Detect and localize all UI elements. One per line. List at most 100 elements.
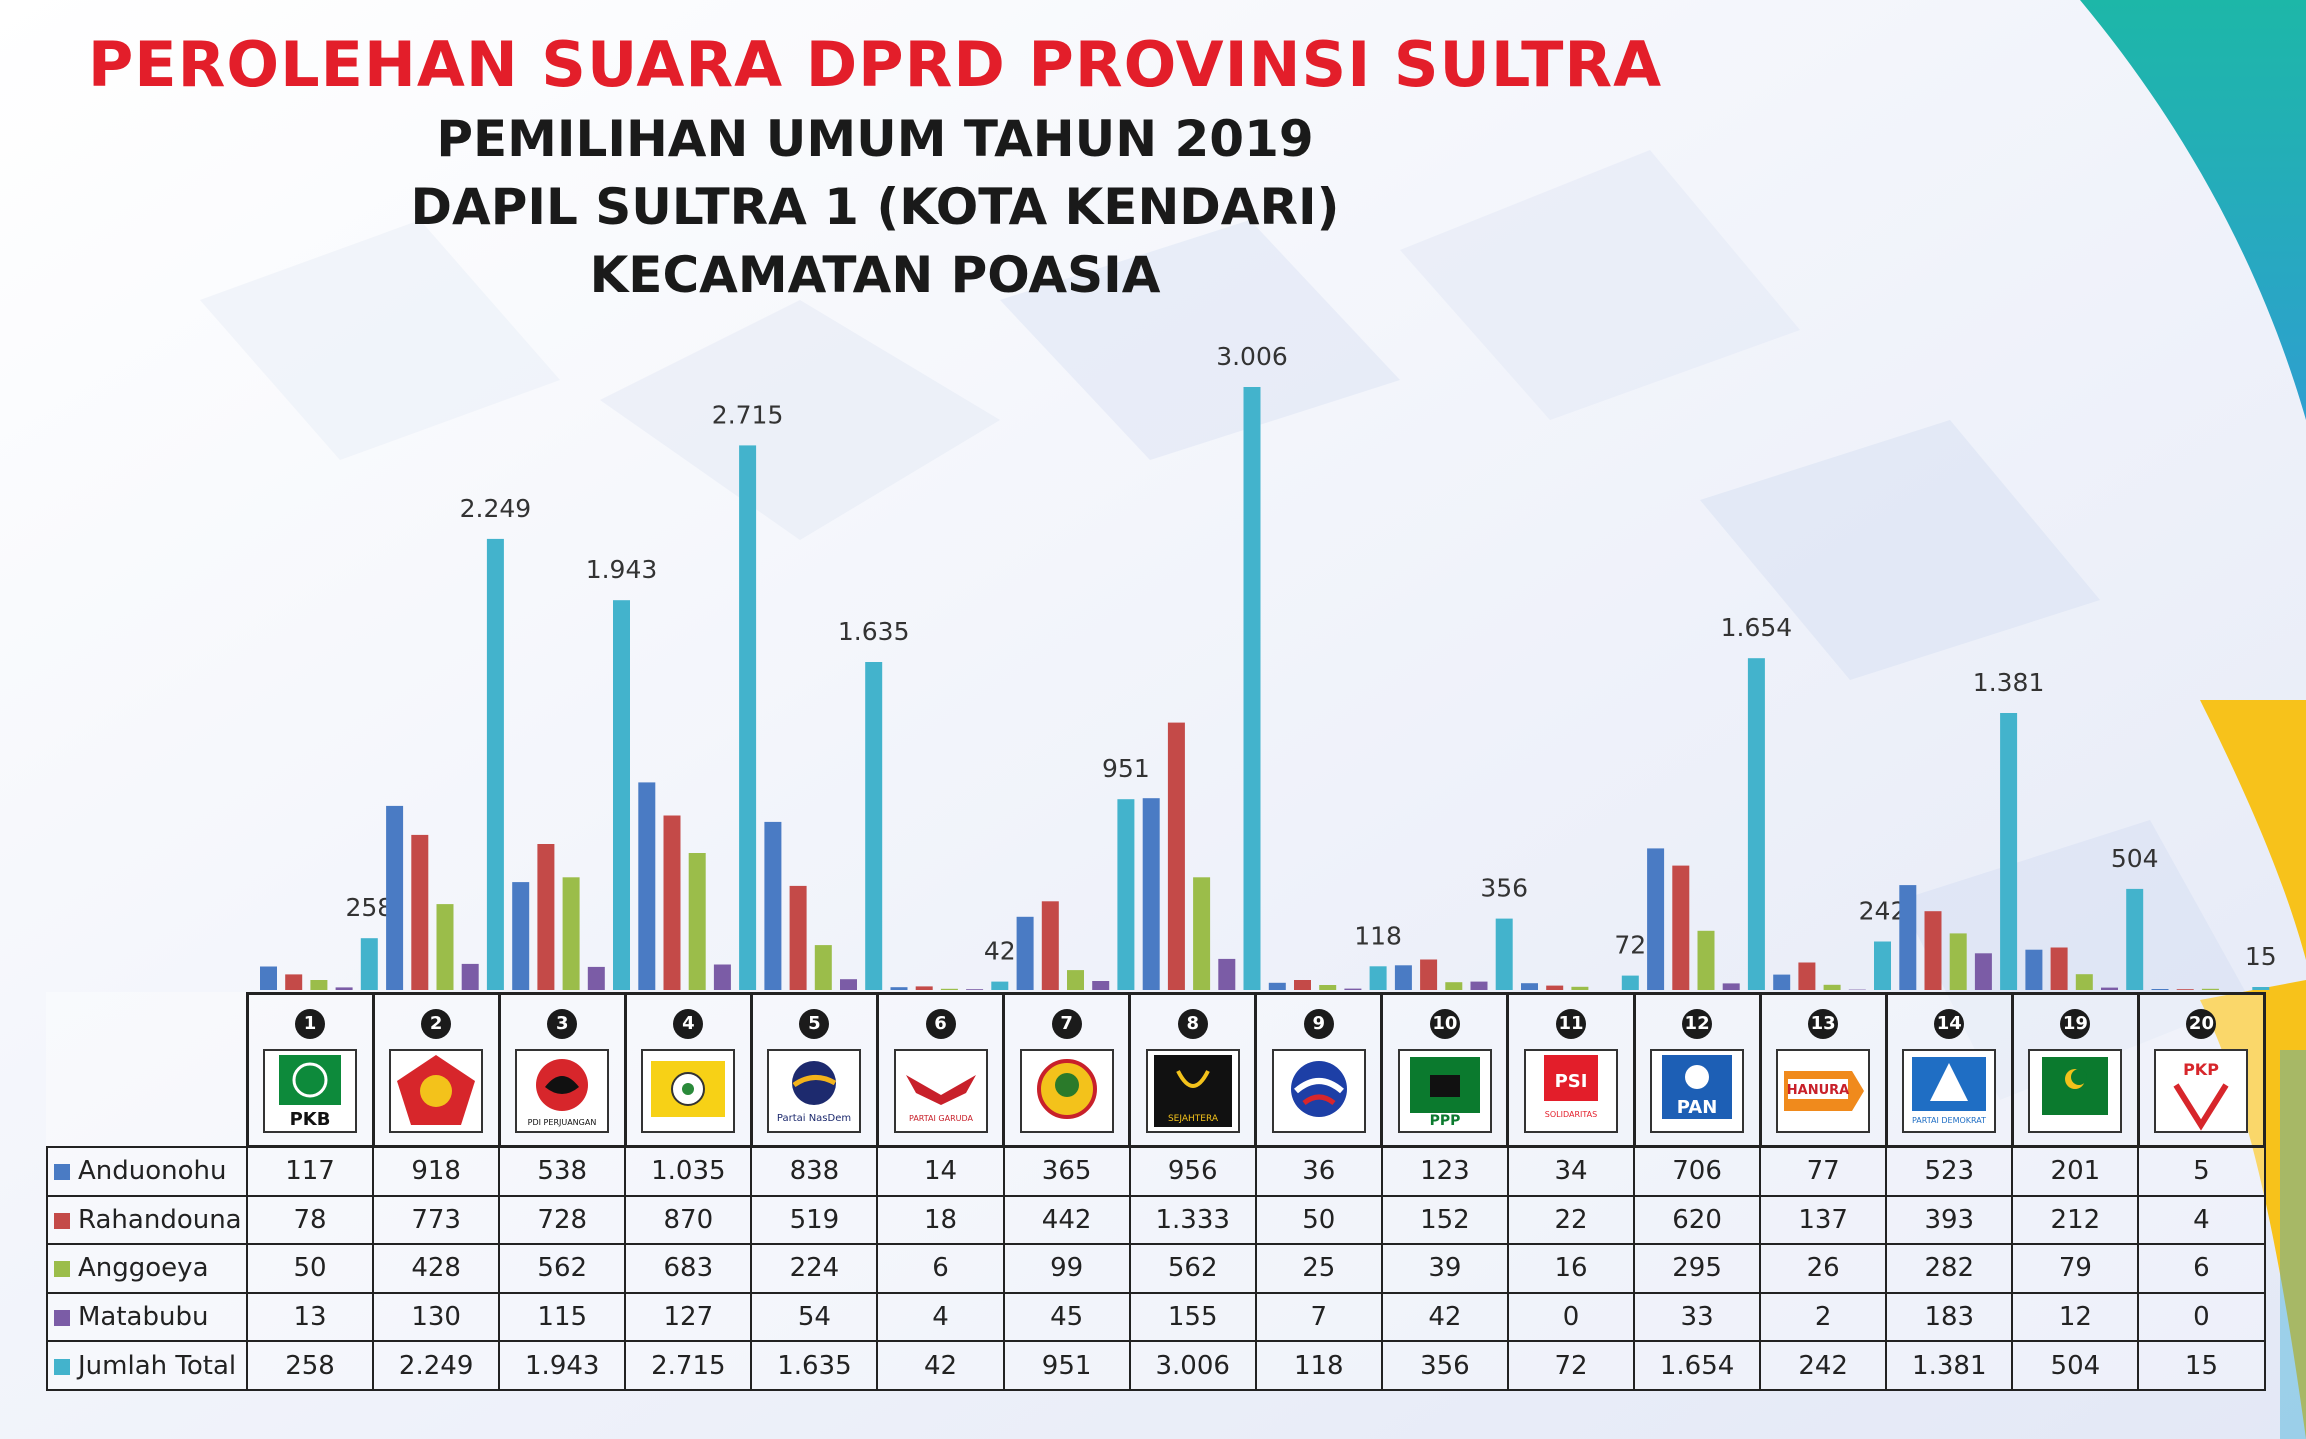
pan-logo-icon: PAN xyxy=(1650,1049,1745,1133)
bar-anduonohu-1 xyxy=(260,966,277,990)
bar-anduonohu-19 xyxy=(2025,949,2043,990)
bar-matabubu-5 xyxy=(840,979,857,990)
data-label-total-7: 951 xyxy=(1102,754,1150,783)
legend-label: Matabubu xyxy=(78,1302,209,1333)
bar-anggoeya-11 xyxy=(1571,986,1589,990)
table-cell: 1.333 xyxy=(1128,1194,1257,1246)
table-corner xyxy=(47,994,247,1147)
bar-anggoeya-13 xyxy=(1823,984,1841,990)
svg-text:HANURA: HANURA xyxy=(1787,1083,1849,1098)
table-cell: 1.035 xyxy=(624,1145,753,1197)
perindo-logo-icon xyxy=(1271,1049,1366,1133)
golkar-logo-icon xyxy=(641,1049,736,1133)
bar-rahandouna-5 xyxy=(789,885,807,990)
bar-rahandouna-1 xyxy=(285,974,303,990)
hanura-logo-icon: HANURA xyxy=(1776,1049,1871,1133)
table-cell: 428 xyxy=(372,1243,501,1294)
table-row: Jumlah Total 258 2.249 1.943 2.715 1.635 42 951… xyxy=(46,1340,2266,1391)
bar-jumlah-total-14 xyxy=(2000,713,2018,990)
party-number-badge: 11 xyxy=(1555,1009,1586,1039)
party-number-badge: 6 xyxy=(925,1009,956,1039)
row-label: Matabubu xyxy=(46,1291,248,1343)
bar-anduonohu-2 xyxy=(386,805,404,990)
svg-text:PAN: PAN xyxy=(1677,1097,1718,1118)
legend-swatch xyxy=(54,1358,70,1375)
bar-matabubu-10 xyxy=(1470,981,1488,990)
table-cell: 54 xyxy=(750,1291,879,1343)
table-cell: 442 xyxy=(1002,1194,1131,1246)
party-header-10: 10 PPP xyxy=(1380,992,1510,1148)
table-cell: 242 xyxy=(1759,1340,1888,1391)
svg-text:PARTAI DEMOKRAT: PARTAI DEMOKRAT xyxy=(1912,1116,1986,1125)
table-cell: 7 xyxy=(1254,1291,1383,1343)
legend-label: Anduonohu xyxy=(78,1156,227,1187)
data-table: 1 PKB 2 3 PDI PERJUANGAN 4 5 Partai NasDem 6 PART… xyxy=(46,992,2267,1391)
table-cell: 99 xyxy=(1002,1243,1131,1294)
ppp-logo-icon: PPP xyxy=(1397,1049,1492,1133)
data-label-total-5: 1.635 xyxy=(838,617,910,646)
table-cell: 50 xyxy=(1254,1194,1383,1246)
main-title: PEROLEHAN SUARA DPRD PROVINSI SULTRA xyxy=(87,28,1663,101)
table-cell: 12 xyxy=(2011,1291,2140,1343)
svg-text:SEJAHTERA: SEJAHTERA xyxy=(1168,1114,1219,1124)
bar-anduonohu-20 xyxy=(2151,989,2169,990)
table-cell: 956 xyxy=(1128,1145,1257,1197)
bar-anggoeya-20 xyxy=(2201,988,2219,990)
party-number-badge: 3 xyxy=(547,1009,578,1039)
bar-rahandouna-11 xyxy=(1546,985,1564,990)
party-number-badge: 14 xyxy=(1934,1009,1965,1039)
table-row: Anggoeya 50 428 562 683 224 6 99 562 25 39 16 295 26 2… xyxy=(46,1243,2266,1294)
bar-anggoeya-8 xyxy=(1193,877,1211,990)
bar-matabubu-7 xyxy=(1092,981,1110,990)
legend-swatch xyxy=(54,1212,70,1229)
bar-anduonohu-13 xyxy=(1773,974,1791,990)
party-header-14: 14 PARTAI DEMOKRAT xyxy=(1884,992,2014,1148)
svg-text:PKP: PKP xyxy=(2184,1060,2220,1079)
table-cell: 42 xyxy=(1380,1291,1509,1343)
pkpi-logo-icon: PKP xyxy=(2154,1049,2249,1133)
table-cell: 36 xyxy=(1254,1145,1383,1197)
data-label-total-13: 242 xyxy=(1859,897,1907,926)
table-cell: 1.654 xyxy=(1633,1340,1762,1391)
table-cell: 1.381 xyxy=(1885,1340,2014,1391)
table-cell: 26 xyxy=(1759,1243,1888,1294)
table-cell: 5 xyxy=(2137,1145,2266,1197)
bar-matabubu-9 xyxy=(1344,988,1362,990)
party-number-badge: 8 xyxy=(1177,1009,1208,1039)
party-number-badge: 7 xyxy=(1051,1009,1082,1039)
row-label: Anggoeya xyxy=(46,1243,248,1294)
table-cell: 14 xyxy=(876,1145,1005,1197)
table-cell: 13 xyxy=(245,1291,375,1343)
table-cell: 773 xyxy=(372,1194,501,1246)
bar-rahandouna-13 xyxy=(1798,962,1816,990)
table-cell: 2.715 xyxy=(624,1340,753,1391)
row-label: Jumlah Total xyxy=(46,1340,248,1391)
table-cell: 838 xyxy=(750,1145,879,1197)
table-cell: 78 xyxy=(245,1194,375,1246)
table-cell: 870 xyxy=(624,1194,753,1246)
table-cell: 212 xyxy=(2011,1194,2140,1246)
subtitle-1: PEMILIHAN UMUM TAHUN 2019 xyxy=(436,110,1314,168)
legend-label: Rahandouna xyxy=(78,1204,242,1235)
bar-anggoeya-6 xyxy=(940,988,958,990)
bar-jumlah-total-12 xyxy=(1747,658,1765,990)
table-cell: 45 xyxy=(1002,1291,1131,1343)
bar-rahandouna-7 xyxy=(1041,901,1059,990)
table-cell: 152 xyxy=(1380,1194,1509,1246)
table-cell: 706 xyxy=(1633,1145,1762,1197)
party-header-20: 20 PKP xyxy=(2136,992,2267,1148)
table-cell: 1.635 xyxy=(750,1340,879,1391)
table-cell: 523 xyxy=(1885,1145,2014,1197)
party-number-badge: 20 xyxy=(2186,1009,2217,1039)
bar-jumlah-total-7 xyxy=(1117,799,1135,990)
table-cell: 0 xyxy=(1506,1291,1636,1343)
table-cell: 33 xyxy=(1633,1291,1762,1343)
bar-anduonohu-8 xyxy=(1142,798,1160,990)
bar-rahandouna-6 xyxy=(915,986,933,990)
svg-text:Partai NasDem: Partai NasDem xyxy=(777,1113,851,1124)
bar-jumlah-total-2 xyxy=(486,538,504,990)
bar-jumlah-total-13 xyxy=(1874,941,1891,990)
pks-logo-icon: SEJAHTERA xyxy=(1145,1049,1240,1133)
bar-rahandouna-19 xyxy=(2050,947,2068,990)
data-label-total-9: 118 xyxy=(1354,921,1402,950)
